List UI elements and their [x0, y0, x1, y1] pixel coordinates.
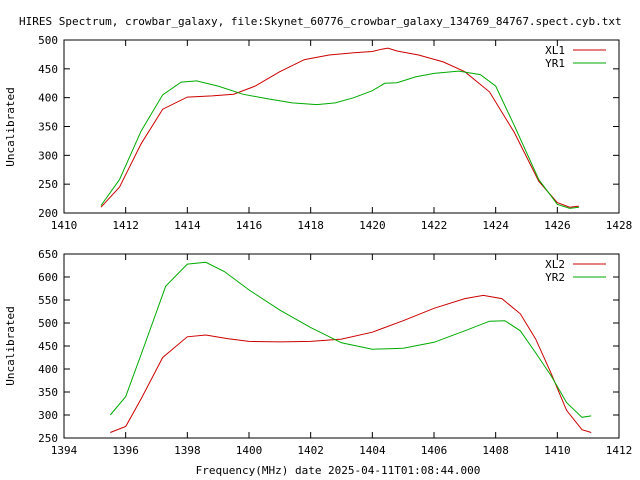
series-line-yr2	[109, 261, 592, 418]
top-y-axis: 200 250 300 350 400 450 500	[38, 34, 619, 220]
top-y-tick-label: 200	[38, 207, 58, 220]
top-y-tick-label: 400	[38, 92, 58, 105]
series-line-xl1	[100, 47, 579, 208]
x-axis-label: Frequency(MHz) date 2025-04-11T01:08:44.…	[196, 464, 481, 477]
legend-label-yr2: YR2	[545, 271, 565, 284]
top-y-tick-label: 250	[38, 178, 58, 191]
bottom-y-tick-label: 250	[38, 432, 58, 445]
top-y-tick-label: 500	[38, 34, 58, 47]
bottom-x-tick-label: 1400	[236, 444, 263, 457]
top-x-tick-label: 1422	[421, 219, 448, 232]
bottom-x-tick-label: 1404	[359, 444, 386, 457]
top-plot-frame	[63, 39, 620, 214]
top-x-tick-label: 1418	[297, 219, 324, 232]
bottom-x-axis: 1394 1396 1398 1400 1402 1404 1406 1408 1410 1412	[51, 254, 633, 457]
bottom-x-tick-label: 1396	[112, 444, 139, 457]
bottom-y-axis-label: Uncalibrated	[4, 306, 17, 385]
figure-title: HIRES Spectrum, crowbar_galaxy, file:Sky…	[19, 15, 622, 28]
bottom-x-tick-label: 1412	[606, 444, 633, 457]
bottom-series-group	[109, 261, 592, 433]
legend-label-xl2: XL2	[545, 258, 565, 271]
top-x-tick-label: 1414	[174, 219, 201, 232]
bottom-y-tick-label: 600	[38, 271, 58, 284]
top-x-tick-label: 1420	[359, 219, 386, 232]
bottom-x-tick-label: 1402	[297, 444, 324, 457]
bottom-y-tick-label: 550	[38, 294, 58, 307]
top-panel: 1410 1412 1414 1416 1418 1420 1422 1424 1426 1428…	[4, 34, 632, 232]
bottom-x-tick-label: 1394	[51, 444, 78, 457]
bottom-y-tick-label: 350	[38, 386, 58, 399]
bottom-x-tick-label: 1408	[482, 444, 509, 457]
top-y-axis-label: Uncalibrated	[4, 87, 17, 166]
bottom-x-tick-label: 1398	[174, 444, 201, 457]
top-x-tick-label: 1410	[51, 219, 78, 232]
bottom-panel: 1394 1396 1398 1400 1402 1404 1406 1408 1410 1412…	[4, 248, 632, 457]
legend-label-xl1: XL1	[545, 44, 565, 57]
bottom-x-tick-label: 1410	[544, 444, 571, 457]
top-x-tick-label: 1426	[544, 219, 571, 232]
bottom-y-tick-label: 650	[38, 248, 58, 261]
top-y-tick-label: 300	[38, 149, 58, 162]
top-x-tick-label: 1424	[482, 219, 509, 232]
top-x-axis: 1410 1412 1414 1416 1418 1420 1422 1424 1426 1428	[51, 40, 633, 232]
bottom-plot-frame	[63, 253, 620, 439]
top-series-group	[100, 47, 579, 209]
series-line-yr1	[100, 70, 579, 209]
bottom-y-tick-label: 300	[38, 409, 58, 422]
legend-label-yr1: YR1	[545, 57, 565, 70]
top-x-tick-label: 1416	[236, 219, 263, 232]
top-x-tick-label: 1412	[112, 219, 139, 232]
series-line-xl2	[110, 294, 592, 433]
top-y-tick-label: 350	[38, 121, 58, 134]
bottom-x-tick-label: 1406	[421, 444, 448, 457]
bottom-y-tick-label: 500	[38, 317, 58, 330]
top-y-tick-label: 450	[38, 63, 58, 76]
bottom-y-tick-label: 400	[38, 363, 58, 376]
bottom-y-axis: 250 300 350 400 450 500 550 600 650	[38, 248, 619, 445]
top-x-tick-label: 1428	[606, 219, 633, 232]
bottom-y-tick-label: 450	[38, 340, 58, 353]
